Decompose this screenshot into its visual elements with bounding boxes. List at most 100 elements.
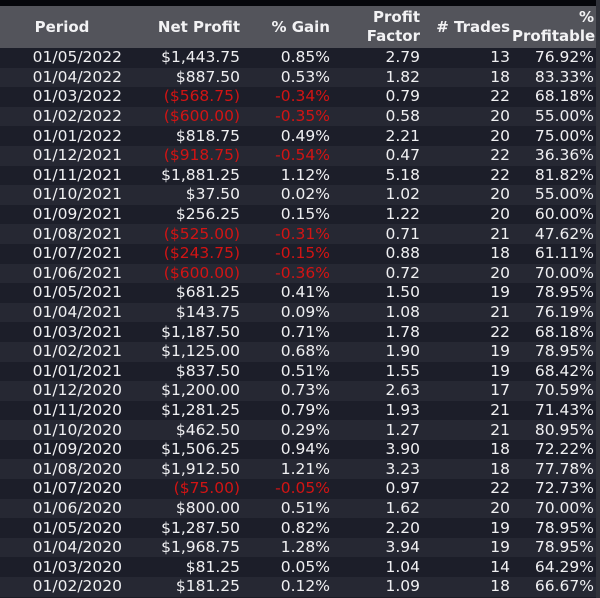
cell-pct-profitable: 78.95% (512, 341, 596, 362)
cell-trades: 18 (422, 439, 512, 460)
cell-net-profit: $143.75 (126, 302, 242, 323)
table-row[interactable]: 01/01/2021 $837.50 0.51% 1.55 19 68.42% (0, 361, 596, 382)
cell-period: 01/03/2020 (0, 557, 126, 578)
table-row[interactable]: 01/03/2020 $81.25 0.05% 1.04 14 64.29% (0, 557, 596, 578)
cell-gain: -0.31% (242, 224, 332, 244)
cell-pct-profitable: 36.36% (512, 145, 596, 166)
table-row[interactable]: 01/05/2020 $1,287.50 0.82% 2.20 19 78.95% (0, 518, 596, 538)
column-header-pct-profitable[interactable]: % Profitable (512, 6, 596, 48)
cell-net-profit: $81.25 (126, 557, 242, 578)
cell-net-profit: $1,443.75 (126, 48, 242, 68)
cell-gain: 0.73% (242, 381, 332, 401)
cell-gain: 0.49% (242, 126, 332, 146)
column-header-trades[interactable]: # Trades (422, 6, 512, 48)
cell-gain: 0.94% (242, 439, 332, 460)
cell-gain: 1.12% (242, 165, 332, 186)
cell-profit-factor: 1.08 (332, 302, 422, 323)
column-header-net-profit[interactable]: Net Profit (126, 6, 242, 48)
table-row[interactable]: 01/09/2020 $1,506.25 0.94% 3.90 18 72.22% (0, 439, 596, 460)
cell-trades: 22 (422, 479, 512, 499)
cell-period: 01/12/2020 (0, 381, 126, 401)
cell-trades: 17 (422, 381, 512, 401)
cell-period: 01/08/2020 (0, 459, 126, 480)
table-row[interactable]: 01/03/2022 ($568.75) -0.34% 0.79 22 68.18% (0, 87, 596, 107)
cell-pct-profitable: 78.95% (512, 283, 596, 303)
cell-pct-profitable: 70.59% (512, 381, 596, 401)
cell-pct-profitable: 68.18% (512, 87, 596, 107)
table-row[interactable]: 01/04/2021 $143.75 0.09% 1.08 21 76.19% (0, 302, 596, 323)
table-row[interactable]: 01/12/2021 ($918.75) -0.54% 0.47 22 36.36% (0, 145, 596, 166)
table-row[interactable]: 01/03/2021 $1,187.50 0.71% 1.78 22 68.18% (0, 322, 596, 342)
cell-period: 01/06/2020 (0, 498, 126, 519)
column-header-period[interactable]: Period (0, 6, 126, 48)
table-row[interactable]: 01/11/2021 $1,881.25 1.12% 5.18 22 81.82% (0, 165, 596, 186)
cell-profit-factor: 1.22 (332, 204, 422, 225)
cell-period: 01/02/2022 (0, 106, 126, 127)
table-row[interactable]: 01/05/2022 $1,443.75 0.85% 2.79 13 76.92% (0, 48, 596, 68)
cell-trades: 22 (422, 145, 512, 166)
table-row[interactable]: 01/01/2022 $818.75 0.49% 2.21 20 75.00% (0, 126, 596, 146)
cell-trades: 18 (422, 243, 512, 264)
table-row[interactable]: 01/06/2020 $800.00 0.51% 1.62 20 70.00% (0, 498, 596, 519)
column-header-gain[interactable]: % Gain (242, 6, 332, 48)
cell-net-profit: $1,506.25 (126, 439, 242, 460)
scrollbar-track[interactable] (596, 0, 600, 598)
cell-period: 01/08/2021 (0, 224, 126, 244)
table-body: 01/05/2022 $1,443.75 0.85% 2.79 13 76.92% 01/0… (0, 48, 596, 597)
cell-trades: 19 (422, 518, 512, 538)
column-header-profit-factor[interactable]: Profit Factor (332, 6, 422, 48)
cell-trades: 20 (422, 106, 512, 127)
cell-gain: 0.51% (242, 498, 332, 519)
table-row[interactable]: 01/09/2021 $256.25 0.15% 1.22 20 60.00% (0, 204, 596, 225)
table-row[interactable]: 01/04/2020 $1,968.75 1.28% 3.94 19 78.95% (0, 537, 596, 558)
table-row[interactable]: 01/11/2020 $1,281.25 0.79% 1.93 21 71.43% (0, 400, 596, 421)
table-row[interactable]: 01/02/2022 ($600.00) -0.35% 0.58 20 55.00% (0, 106, 596, 127)
cell-gain: -0.15% (242, 243, 332, 264)
cell-profit-factor: 1.50 (332, 283, 422, 303)
cell-pct-profitable: 66.67% (512, 577, 596, 597)
cell-period: 01/04/2020 (0, 537, 126, 558)
cell-profit-factor: 1.02 (332, 185, 422, 205)
cell-period: 01/02/2020 (0, 577, 126, 597)
table-row[interactable]: 01/06/2021 ($600.00) -0.36% 0.72 20 70.00% (0, 263, 596, 284)
cell-pct-profitable: 76.19% (512, 302, 596, 323)
table-row[interactable]: 01/10/2021 $37.50 0.02% 1.02 20 55.00% (0, 185, 596, 205)
table-row[interactable]: 01/08/2020 $1,912.50 1.21% 3.23 18 77.78% (0, 459, 596, 480)
table-row[interactable]: 01/07/2021 ($243.75) -0.15% 0.88 18 61.11% (0, 243, 596, 264)
cell-net-profit: ($600.00) (126, 263, 242, 284)
cell-trades: 21 (422, 302, 512, 323)
table-row[interactable]: 01/12/2020 $1,200.00 0.73% 2.63 17 70.59% (0, 381, 596, 401)
cell-net-profit: $681.25 (126, 283, 242, 303)
cell-period: 01/02/2021 (0, 341, 126, 362)
cell-trades: 18 (422, 67, 512, 88)
cell-trades: 20 (422, 126, 512, 146)
table-row[interactable]: 01/10/2020 $462.50 0.29% 1.27 21 80.95% (0, 420, 596, 440)
table-row[interactable]: 01/07/2020 ($75.00) -0.05% 0.97 22 72.73% (0, 479, 596, 499)
cell-gain: 0.09% (242, 302, 332, 323)
cell-period: 01/05/2020 (0, 518, 126, 538)
table-row[interactable]: 01/02/2020 $181.25 0.12% 1.09 18 66.67% (0, 577, 596, 597)
cell-net-profit: $1,187.50 (126, 322, 242, 342)
cell-profit-factor: 1.09 (332, 577, 422, 597)
table-row[interactable]: 01/05/2021 $681.25 0.41% 1.50 19 78.95% (0, 283, 596, 303)
cell-profit-factor: 0.72 (332, 263, 422, 284)
table-row[interactable]: 01/02/2021 $1,125.00 0.68% 1.90 19 78.95% (0, 341, 596, 362)
cell-net-profit: $887.50 (126, 67, 242, 88)
header-row: Period Net Profit % Gain Profit Factor #… (0, 6, 596, 48)
table-row[interactable]: 01/04/2022 $887.50 0.53% 1.82 18 83.33% (0, 67, 596, 88)
cell-gain: 0.02% (242, 185, 332, 205)
cell-period: 01/04/2021 (0, 302, 126, 323)
cell-profit-factor: 0.58 (332, 106, 422, 127)
cell-trades: 20 (422, 263, 512, 284)
cell-gain: 0.71% (242, 322, 332, 342)
cell-net-profit: $462.50 (126, 420, 242, 440)
cell-profit-factor: 1.62 (332, 498, 422, 519)
cell-period: 01/03/2021 (0, 322, 126, 342)
cell-profit-factor: 0.47 (332, 145, 422, 166)
cell-period: 01/10/2020 (0, 420, 126, 440)
cell-profit-factor: 0.79 (332, 87, 422, 107)
cell-period: 01/09/2020 (0, 439, 126, 460)
table-row[interactable]: 01/08/2021 ($525.00) -0.31% 0.71 21 47.62% (0, 224, 596, 244)
top-strip (0, 0, 600, 6)
cell-profit-factor: 2.21 (332, 126, 422, 146)
